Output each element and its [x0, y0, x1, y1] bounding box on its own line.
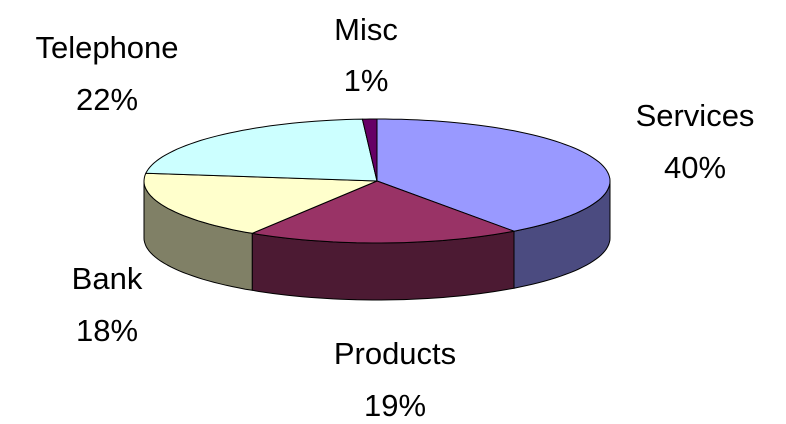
slice-category-label: Services [636, 98, 755, 133]
slice-percent-label: 1% [344, 63, 389, 98]
slice-label-misc: Misc 1% [334, 12, 398, 98]
slice-category-label: Misc [334, 12, 398, 47]
pie-slice-bank [143, 172, 378, 234]
slice-label-products: Products 19% [334, 336, 456, 423]
pie-labels: Services 40% Products 19% Bank 18% Telephone 22… [35, 12, 754, 423]
slice-category-label: Products [334, 336, 456, 371]
pie-slice-telephone [145, 118, 378, 182]
slice-label-telephone: Telephone 22% [35, 30, 178, 117]
slice-label-services: Services 40% [636, 98, 755, 185]
pie-slice-services [376, 118, 611, 232]
pie-top-faces [143, 118, 611, 244]
slice-category-label: Telephone [35, 30, 178, 65]
slice-percent-label: 22% [76, 82, 138, 117]
slice-label-bank: Bank 18% [72, 261, 143, 348]
pie-slice-misc [361, 118, 378, 182]
pie-slice-products [251, 180, 515, 244]
slice-percent-label: 19% [364, 388, 426, 423]
slice-category-label: Bank [72, 261, 143, 296]
slice-percent-label: 18% [76, 313, 138, 348]
slice-percent-label: 40% [664, 150, 726, 185]
pie-side-walls [143, 180, 611, 301]
